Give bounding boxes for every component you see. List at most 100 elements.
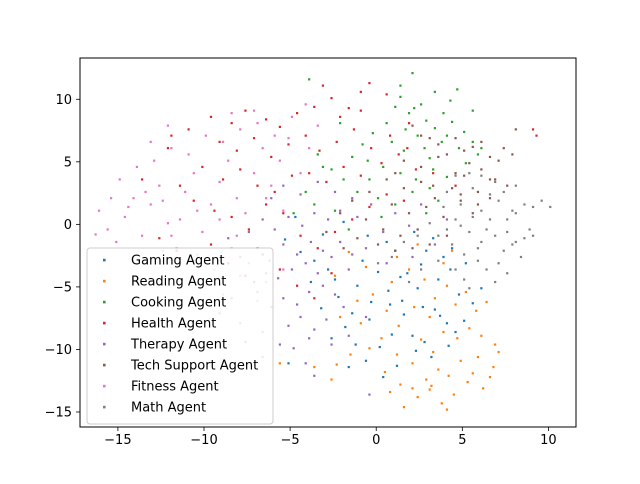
data-point [459, 193, 462, 196]
data-point [342, 247, 345, 250]
data-point [463, 253, 466, 256]
data-point [476, 153, 480, 156]
legend-marker [103, 300, 106, 304]
data-point [394, 172, 397, 175]
data-point [368, 82, 371, 85]
data-point [265, 118, 268, 121]
y-tick-label: −10 [45, 343, 72, 358]
data-point [420, 165, 423, 169]
data-point [411, 387, 414, 390]
data-point [347, 334, 350, 337]
data-point [239, 168, 242, 171]
data-point [144, 190, 147, 194]
data-point [502, 249, 505, 252]
data-point [368, 393, 371, 396]
data-point [428, 157, 431, 160]
data-point [413, 230, 416, 234]
data-point [407, 212, 411, 215]
data-point [170, 147, 173, 150]
data-point [339, 212, 342, 215]
data-point [94, 233, 97, 236]
data-point [296, 303, 299, 306]
data-point [313, 105, 316, 108]
legend-label: Cooking Agent [131, 296, 226, 311]
data-point [187, 153, 190, 156]
legend-label: Math Agent [131, 401, 206, 416]
data-point [492, 365, 495, 369]
data-point [440, 402, 443, 405]
legend-label: Tech Support Agent [130, 359, 258, 374]
data-point [414, 178, 418, 181]
data-point [273, 228, 276, 231]
data-point [445, 234, 449, 237]
data-point [389, 390, 392, 394]
data-point [299, 250, 302, 254]
series-reading-agent [278, 243, 500, 411]
data-point [364, 265, 368, 269]
data-point [531, 128, 535, 131]
data-point [506, 230, 509, 234]
data-point [425, 249, 428, 252]
data-point [296, 284, 299, 287]
data-point [261, 218, 264, 221]
data-point [296, 112, 299, 115]
y-axis: −15 −10 −5 0 5 10 [45, 93, 80, 420]
data-point [411, 124, 414, 127]
data-point [438, 314, 442, 317]
data-point [423, 340, 426, 344]
data-point [471, 109, 474, 112]
data-point [488, 218, 492, 221]
data-point [282, 184, 285, 187]
data-point [170, 134, 173, 137]
data-point [325, 318, 328, 321]
data-point [402, 187, 405, 190]
x-tick-label: 5 [458, 433, 466, 448]
data-point [278, 362, 281, 365]
data-point [382, 228, 385, 231]
data-point [351, 218, 354, 221]
data-point [184, 190, 187, 194]
x-tick-label: 0 [372, 433, 380, 448]
data-point [511, 153, 514, 156]
data-point [451, 249, 454, 252]
data-point [445, 175, 449, 179]
data-point [178, 184, 182, 187]
data-point [294, 215, 297, 219]
data-point [321, 84, 325, 87]
data-point [442, 112, 445, 115]
data-point [282, 212, 285, 215]
data-point [347, 365, 350, 369]
data-point [401, 299, 404, 302]
data-point [385, 178, 388, 181]
data-point [420, 103, 423, 106]
data-point [421, 305, 424, 309]
data-point [327, 218, 330, 221]
data-point [485, 228, 488, 231]
data-point [376, 262, 380, 265]
data-point [437, 199, 440, 202]
data-point [318, 149, 321, 152]
data-point [282, 209, 285, 212]
data-point [433, 297, 436, 300]
data-point [196, 209, 199, 212]
data-point [321, 284, 325, 287]
data-point [454, 184, 457, 187]
data-point [433, 90, 436, 93]
data-point [394, 105, 397, 108]
data-point [423, 147, 426, 150]
data-point [445, 408, 449, 411]
data-point [420, 203, 423, 206]
data-point [351, 197, 354, 200]
data-point [437, 259, 440, 262]
data-point [463, 174, 466, 177]
data-point [411, 247, 414, 250]
data-point [304, 262, 307, 265]
legend-label: Fitness Agent [131, 380, 219, 395]
data-point [313, 328, 316, 331]
data-point [416, 395, 419, 399]
data-point [239, 128, 242, 131]
data-point [378, 345, 381, 349]
x-tick-label: −10 [190, 433, 217, 448]
data-point [221, 178, 225, 181]
data-point [399, 275, 402, 279]
